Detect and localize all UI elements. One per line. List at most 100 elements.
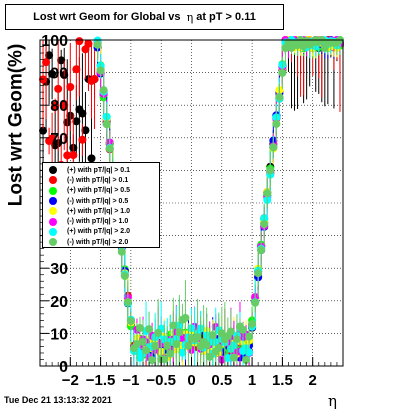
data-point xyxy=(229,353,238,362)
y-tick-label: 90 xyxy=(50,66,68,83)
data-point xyxy=(263,189,272,198)
legend-marker xyxy=(49,166,57,175)
data-point xyxy=(260,220,269,229)
data-point xyxy=(181,313,190,322)
legend-marker xyxy=(49,217,57,226)
data-point xyxy=(251,298,260,307)
data-point xyxy=(148,356,157,365)
y-tick-label: 70 xyxy=(50,131,68,148)
data-point xyxy=(223,353,232,362)
y-tick-label: 20 xyxy=(50,294,68,311)
data-point xyxy=(78,109,87,118)
data-point xyxy=(39,126,48,135)
title-eta: η xyxy=(186,10,194,24)
data-point xyxy=(72,65,81,74)
chart-title: Lost wrt Geom for Global vs η at pT > 0.… xyxy=(5,4,284,30)
x-tick-label: 1 xyxy=(248,372,256,389)
legend-label: (-) with pT/|q| > 1.0 xyxy=(67,218,129,226)
data-point xyxy=(226,327,235,336)
legend-item: (+) with pT/|q| > 0.1 xyxy=(49,165,159,175)
data-point xyxy=(99,86,108,95)
legend-label: (+) with pT/|q| > 1.0 xyxy=(67,207,131,215)
x-tick-label: 2 xyxy=(309,372,317,389)
data-point xyxy=(151,341,160,350)
legend-item: (-) with pT/|q| > 0.5 xyxy=(49,196,159,206)
x-tick-label: −1 xyxy=(122,372,139,389)
legend-item: (+) with pT/|q| > 0.5 xyxy=(49,186,159,196)
data-point xyxy=(175,328,184,337)
data-point xyxy=(42,58,51,67)
data-point xyxy=(205,352,214,361)
legend-marker xyxy=(49,197,57,206)
data-point xyxy=(278,68,287,77)
legend-label: (-) with pT/|q| > 0.1 xyxy=(67,176,129,184)
data-point xyxy=(105,144,114,153)
data-point xyxy=(178,348,187,357)
data-point xyxy=(126,317,135,326)
data-point xyxy=(245,348,254,357)
data-point xyxy=(117,247,126,256)
data-point xyxy=(81,126,90,135)
data-point xyxy=(139,337,148,346)
datestamp: Tue Dec 21 13:13:32 2021 xyxy=(4,395,112,405)
legend-item: (-) with pT/|q| > 2.0 xyxy=(49,237,159,247)
data-point xyxy=(145,325,154,334)
y-axis-title: Lost wrt Geom(%) xyxy=(5,43,26,207)
x-axis-title: η xyxy=(328,392,337,410)
y-tick-label: 30 xyxy=(50,261,68,278)
data-point xyxy=(248,319,257,328)
data-point xyxy=(269,143,278,152)
data-point xyxy=(90,74,99,83)
data-point xyxy=(57,56,66,65)
y-tick-label: 80 xyxy=(50,98,68,115)
legend-label: (-) with pT/|q| > 0.5 xyxy=(67,197,129,205)
data-point xyxy=(172,340,181,349)
legend-marker xyxy=(49,227,57,236)
data-point xyxy=(123,298,132,307)
data-point xyxy=(166,349,175,358)
legend-marker xyxy=(49,186,57,195)
data-point xyxy=(239,325,248,334)
title-main: Lost wrt Geom for Global vs xyxy=(33,11,181,23)
data-point xyxy=(48,134,57,143)
data-point xyxy=(69,151,78,160)
data-point xyxy=(120,272,129,281)
data-point xyxy=(84,39,93,48)
y-tick-label: 0 xyxy=(59,359,68,376)
data-point xyxy=(87,154,96,163)
title-rest: at pT > 0.11 xyxy=(196,11,256,23)
data-point xyxy=(208,331,217,340)
data-point xyxy=(51,101,60,110)
legend-label: (+) with pT/|q| > 0.5 xyxy=(67,187,131,195)
data-point xyxy=(214,344,223,353)
data-point xyxy=(54,84,63,93)
y-axis-title-box: Lost wrt Geom(%) xyxy=(2,43,30,207)
data-point xyxy=(45,51,54,60)
x-tick-label: −1.5 xyxy=(86,372,116,389)
data-point xyxy=(245,332,254,341)
data-point xyxy=(72,117,81,126)
x-tick-label: 0 xyxy=(187,372,195,389)
data-point xyxy=(102,120,111,129)
data-point xyxy=(163,341,172,350)
legend: (+) with pT/|q| > 0.1 (-) with pT/|q| > 0… xyxy=(42,162,160,248)
data-point xyxy=(48,69,57,78)
data-point xyxy=(96,66,105,75)
data-point xyxy=(254,269,263,278)
legend-item: (-) with pT/|q| > 1.0 xyxy=(49,216,159,226)
legend-label: (+) with pT/|q| > 0.1 xyxy=(67,166,131,174)
data-markers xyxy=(39,36,344,366)
y-tick-label: 100 xyxy=(41,33,68,50)
legend-label: (+) with pT/|q| > 2.0 xyxy=(67,228,131,236)
data-point xyxy=(275,93,284,102)
data-point xyxy=(184,341,193,350)
data-point xyxy=(232,335,241,344)
x-tick-label: −2 xyxy=(62,372,79,389)
data-point xyxy=(132,339,141,348)
data-point xyxy=(193,333,202,342)
data-point xyxy=(272,119,281,128)
data-point xyxy=(135,323,144,332)
data-point xyxy=(66,83,75,92)
legend-marker xyxy=(49,238,57,247)
data-point xyxy=(154,328,163,337)
